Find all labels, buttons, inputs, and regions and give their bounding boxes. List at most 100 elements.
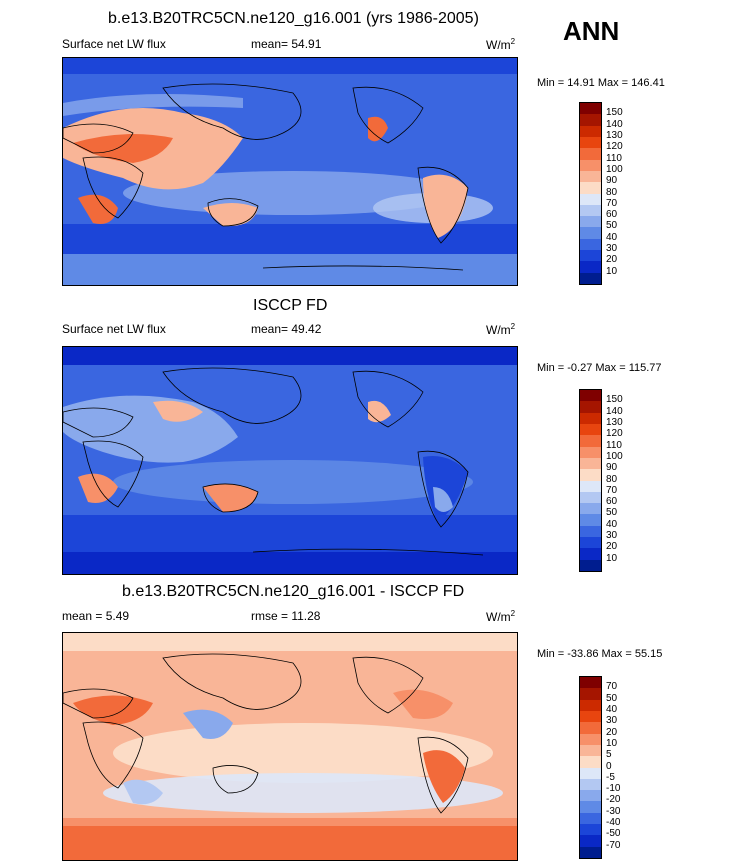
colorbar-box (580, 548, 601, 560)
colorbar-tick-label: 110 (606, 152, 622, 164)
colorbar-box (580, 491, 601, 504)
colorbar-tick-label: 120 (606, 428, 623, 440)
colorbar-box (580, 238, 601, 251)
colorbar-tick-label: 140 (606, 405, 623, 417)
colorbar-tick-label: 60 (606, 209, 618, 221)
colorbar-box (580, 125, 601, 137)
colorbar-box (580, 480, 601, 492)
colorbar-box (580, 756, 601, 768)
colorbar-tick-label: 30 (606, 715, 618, 727)
colorbar-tick-label: 150 (606, 107, 623, 119)
colorbar-tick-label: 5 (606, 749, 612, 761)
colorbar-box (580, 699, 601, 711)
colorbar-tick-label: 10 (606, 552, 618, 564)
colorbar-box (580, 457, 601, 470)
panel2-minmax: Min = -0.27 Max = 115.77 (537, 362, 662, 374)
colorbar-tick-label: 0 (606, 760, 612, 772)
colorbar-tick-label: 50 (606, 220, 618, 232)
colorbar-box (580, 835, 601, 847)
panel2-map (62, 346, 518, 575)
colorbar-box (580, 846, 601, 858)
colorbar-tick-label: 130 (606, 129, 623, 141)
colorbar-box (580, 710, 601, 723)
colorbar-box (580, 401, 601, 413)
colorbar-box (580, 469, 601, 481)
colorbar-tick-label: 110 (606, 439, 622, 451)
colorbar-box (580, 778, 601, 791)
colorbar-box (580, 790, 601, 802)
colorbar-tick-label: 40 (606, 703, 618, 715)
colorbar-tick-label: 40 (606, 231, 618, 243)
colorbar-box (580, 103, 601, 115)
colorbar-tick-label: 30 (606, 243, 618, 255)
colorbar-tick-label: -40 (606, 817, 621, 829)
panel2-mean: mean= 49.42 (251, 322, 322, 336)
colorbar-box (580, 148, 601, 160)
colorbar-box (580, 677, 601, 689)
colorbar-box (580, 272, 601, 284)
colorbar-tick-label: 100 (606, 163, 623, 175)
colorbar-box (580, 227, 601, 239)
season-label: ANN (563, 16, 620, 46)
colorbar-tick-label: 40 (606, 518, 618, 530)
colorbar-box (580, 559, 601, 571)
colorbar-tick-label: 150 (606, 394, 623, 406)
panel1-mean: mean= 54.91 (251, 37, 322, 51)
colorbar-box (580, 114, 601, 126)
colorbar-tick-label: 130 (606, 416, 623, 428)
colorbar-tick-label: 120 (606, 141, 623, 153)
panel3-rmse: rmse = 11.28 (251, 609, 321, 623)
colorbar-box (580, 435, 601, 447)
colorbar-box (580, 182, 601, 194)
colorbar-box (580, 423, 601, 436)
colorbar-box (580, 204, 601, 217)
panel3-colorbar (579, 676, 602, 859)
panel1-minmax: Min = 14.91 Max = 146.41 (537, 77, 665, 89)
colorbar-tick-label: -70 (606, 839, 621, 851)
panel3-map (62, 632, 518, 861)
panel1-colorbar (579, 102, 602, 285)
colorbar-tick-label: 20 (606, 541, 618, 553)
panel1-field-label: Surface net LW flux (62, 37, 166, 51)
colorbar-tick-label: -20 (606, 794, 621, 806)
colorbar-box (580, 722, 601, 734)
panel3-title: b.e13.B20TRC5CN.ne120_g16.001 - ISCCP FD (122, 583, 465, 600)
colorbar-tick-label: 70 (606, 484, 618, 496)
panel1-map (62, 57, 518, 286)
panel2-title: ISCCP FD (253, 297, 328, 314)
colorbar-tick-label: 80 (606, 473, 618, 485)
colorbar-tick-label: 10 (606, 737, 618, 749)
colorbar-tick-label: 140 (606, 118, 623, 130)
colorbar-tick-label: 10 (606, 265, 618, 277)
colorbar-tick-label: 30 (606, 530, 618, 542)
colorbar-box (580, 801, 601, 813)
colorbar-box (580, 767, 601, 779)
colorbar-box (580, 136, 601, 149)
panel1-units: W/m2 (486, 37, 516, 52)
colorbar-box (580, 537, 601, 549)
panel3-minmax: Min = -33.86 Max = 55.15 (537, 648, 663, 660)
colorbar-box (580, 744, 601, 757)
colorbar-tick-label: -30 (606, 805, 621, 817)
colorbar-box (580, 446, 601, 458)
colorbar-box (580, 525, 601, 538)
colorbar-box (580, 193, 601, 205)
colorbar-box (580, 688, 601, 700)
colorbar-tick-label: 90 (606, 462, 618, 474)
colorbar-box (580, 733, 601, 745)
colorbar-tick-label: -10 (606, 783, 621, 795)
colorbar-box (580, 159, 601, 171)
panel3-mean: mean = 5.49 (62, 609, 130, 623)
colorbar-tick-label: 20 (606, 726, 618, 738)
colorbar-tick-label: 70 (606, 681, 618, 693)
colorbar-box (580, 250, 601, 262)
colorbar-tick-label: 90 (606, 175, 618, 187)
colorbar-tick-label: 70 (606, 197, 618, 209)
panel3-units: W/m2 (486, 609, 516, 624)
colorbar-tick-label: 20 (606, 254, 618, 266)
panel2-field-label: Surface net LW flux (62, 322, 166, 336)
colorbar-tick-label: 60 (606, 496, 618, 508)
panel2-colorbar (579, 389, 602, 572)
colorbar-box (580, 261, 601, 273)
colorbar-tick-label: 100 (606, 450, 623, 462)
